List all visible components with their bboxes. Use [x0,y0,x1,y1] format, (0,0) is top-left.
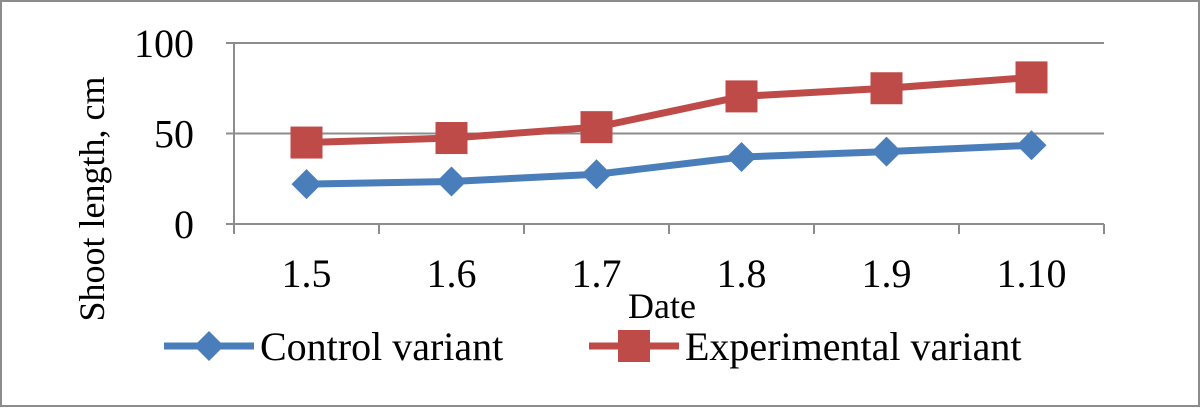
legend-marker [618,330,650,362]
data-point [436,166,467,197]
data-point [435,122,468,155]
x-tick-label: 1.5 [282,251,332,296]
x-tick-labels: 1.5 1.6 1.7 1.8 1.9 1.10 [282,251,1067,296]
legend-item: Experimental variant [589,324,1022,369]
legend: Control variant Experimental variant [164,324,1022,369]
series-2 [290,61,1048,159]
axes [226,42,1105,234]
x-tick-label: 1.7 [572,251,622,296]
data-point [290,126,323,159]
legend-marker [194,331,224,361]
y-tick-label: 100 [134,21,194,66]
data-point [870,72,903,105]
x-tick-label: 1.9 [862,251,912,296]
legend-label: Control variant [260,324,503,369]
series-group [290,61,1048,200]
data-point [580,111,613,144]
data-point [726,142,757,173]
series-line [306,73,1032,147]
y-axis-title: Shoot length, cm [72,77,112,322]
x-tick-label: 1.8 [717,251,767,296]
series-1 [291,130,1047,200]
x-axis-title: Date [628,286,696,326]
series-line [306,141,1032,188]
data-point [725,80,758,113]
gridlines [234,42,1104,135]
y-tick-label: 50 [154,112,194,157]
data-point [1015,61,1048,94]
data-point [581,159,612,190]
legend-label: Experimental variant [685,324,1022,369]
x-tick-label: 1.10 [997,251,1067,296]
data-point [291,169,322,200]
legend-item: Control variant [164,324,503,369]
y-tick-label: 0 [174,202,194,247]
x-tick-label: 1.6 [427,251,477,296]
data-point [1016,130,1047,161]
y-tick-labels: 0 50 100 [134,21,194,247]
data-point [871,136,902,167]
